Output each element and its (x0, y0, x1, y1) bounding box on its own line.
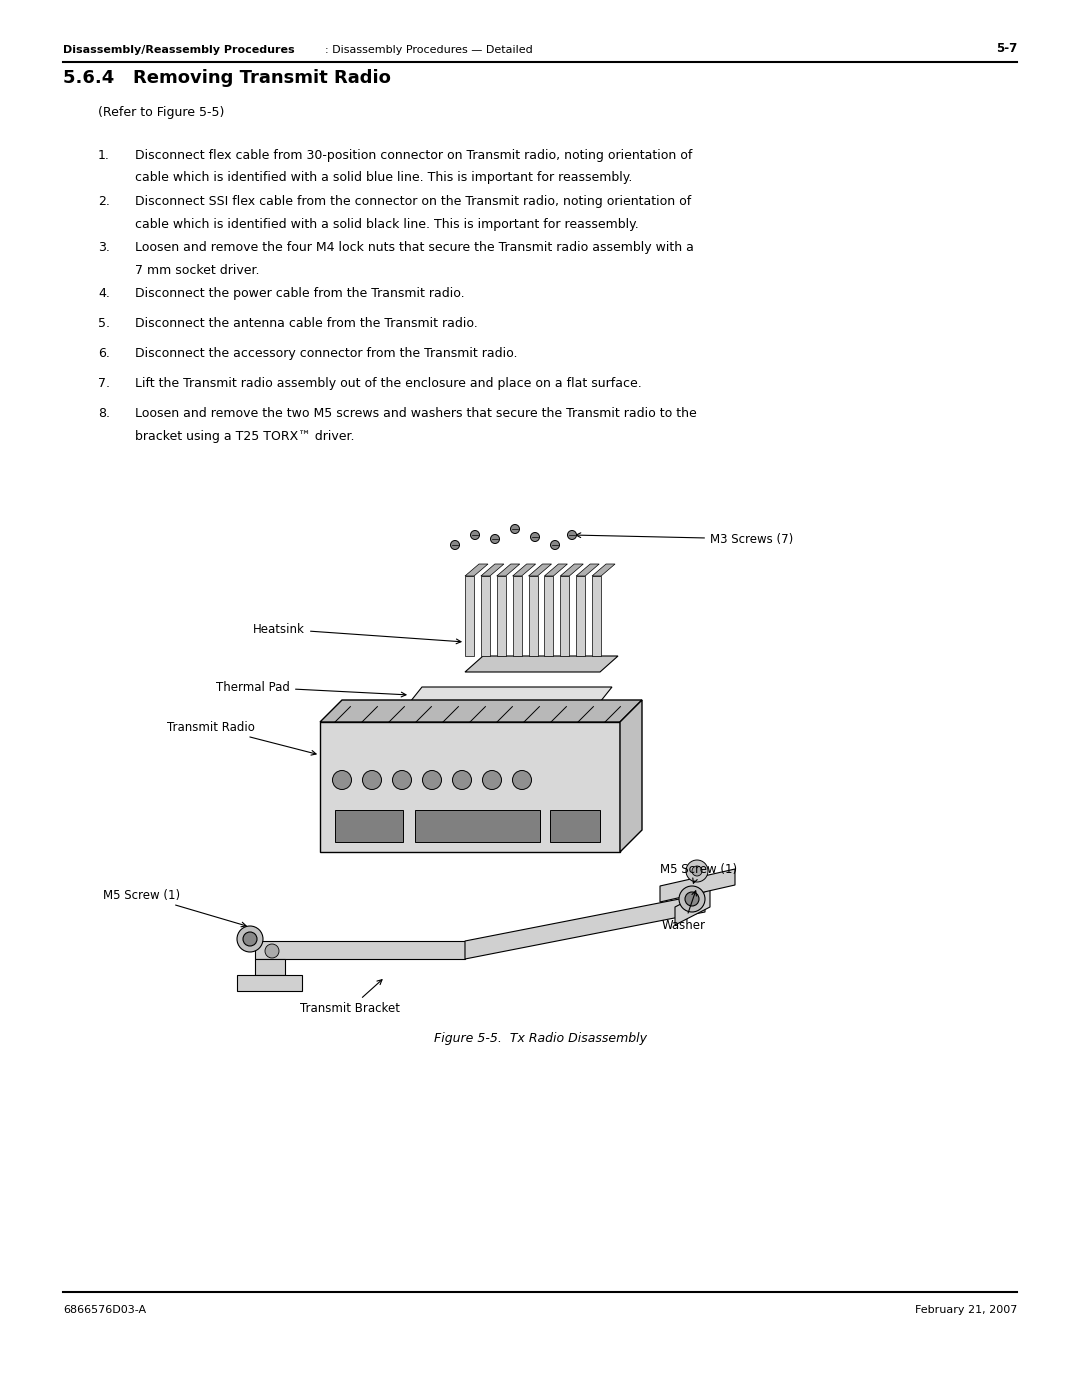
Polygon shape (513, 564, 536, 576)
Circle shape (490, 535, 499, 543)
Circle shape (567, 531, 577, 539)
Text: 4.: 4. (98, 286, 110, 300)
Circle shape (265, 944, 279, 958)
Polygon shape (544, 576, 553, 657)
Text: Disconnect flex cable from 30-position connector on Transmit radio, noting orien: Disconnect flex cable from 30-position c… (135, 149, 692, 162)
Text: 7.: 7. (98, 377, 110, 390)
Text: 6866576D03-A: 6866576D03-A (63, 1305, 146, 1315)
Text: 7 mm socket driver.: 7 mm socket driver. (135, 264, 259, 277)
Circle shape (243, 932, 257, 946)
Text: M3 Screws (7): M3 Screws (7) (576, 532, 793, 545)
Text: Washer: Washer (662, 891, 706, 932)
Polygon shape (481, 564, 504, 576)
Text: Disconnect the accessory connector from the Transmit radio.: Disconnect the accessory connector from … (135, 346, 517, 360)
Circle shape (685, 893, 699, 907)
Text: Loosen and remove the two M5 screws and washers that secure the Transmit radio t: Loosen and remove the two M5 screws and … (135, 407, 697, 420)
Circle shape (363, 771, 381, 789)
Text: 1.: 1. (98, 149, 110, 162)
Polygon shape (561, 564, 583, 576)
Polygon shape (497, 564, 519, 576)
Polygon shape (255, 958, 285, 975)
Polygon shape (620, 700, 642, 852)
Circle shape (679, 886, 705, 912)
Bar (550, 810, 600, 842)
Text: Disassembly/Reassembly Procedures: Disassembly/Reassembly Procedures (63, 45, 295, 54)
Text: 5.: 5. (98, 317, 110, 330)
Text: Disconnect the antenna cable from the Transmit radio.: Disconnect the antenna cable from the Tr… (135, 317, 477, 330)
Circle shape (333, 771, 351, 789)
Text: Lift the Transmit radio assembly out of the enclosure and place on a flat surfac: Lift the Transmit radio assembly out of … (135, 377, 642, 390)
Bar (335, 810, 403, 842)
Circle shape (692, 866, 702, 876)
Text: M5 Screw (1): M5 Screw (1) (103, 888, 246, 926)
Polygon shape (592, 564, 615, 576)
Polygon shape (481, 576, 490, 657)
Text: February 21, 2007: February 21, 2007 (915, 1305, 1017, 1315)
Bar (237, 975, 302, 990)
Polygon shape (320, 722, 620, 852)
Bar (255, 942, 465, 958)
Text: 8.: 8. (98, 407, 110, 420)
Polygon shape (465, 564, 488, 576)
Text: (Refer to Figure 5-5): (Refer to Figure 5-5) (98, 106, 225, 119)
Text: Loosen and remove the four M4 lock nuts that secure the Transmit radio assembly : Loosen and remove the four M4 lock nuts … (135, 242, 693, 254)
Text: M5 Screw (1): M5 Screw (1) (660, 862, 738, 883)
Polygon shape (528, 576, 538, 657)
Circle shape (450, 541, 459, 549)
Text: 3.: 3. (98, 242, 110, 254)
Polygon shape (465, 576, 474, 657)
Text: Figure 5-5.  Tx Radio Disassembly: Figure 5-5. Tx Radio Disassembly (433, 1032, 647, 1045)
Text: Disconnect the power cable from the Transmit radio.: Disconnect the power cable from the Tran… (135, 286, 464, 300)
Circle shape (530, 532, 540, 542)
Circle shape (471, 531, 480, 539)
Text: Heatsink: Heatsink (253, 623, 461, 644)
Polygon shape (576, 564, 599, 576)
Polygon shape (320, 700, 642, 722)
Circle shape (237, 926, 264, 951)
Text: cable which is identified with a solid blue line. This is important for reassemb: cable which is identified with a solid b… (135, 172, 633, 184)
Circle shape (422, 771, 442, 789)
Polygon shape (410, 687, 612, 703)
Text: Transmit Radio: Transmit Radio (167, 721, 316, 756)
Polygon shape (576, 576, 585, 657)
Bar (415, 810, 540, 842)
Polygon shape (465, 894, 705, 958)
Circle shape (483, 771, 501, 789)
Polygon shape (497, 576, 505, 657)
Text: Disconnect SSI flex cable from the connector on the Transmit radio, noting orien: Disconnect SSI flex cable from the conne… (135, 196, 691, 208)
Circle shape (551, 541, 559, 549)
Polygon shape (528, 564, 552, 576)
Text: 2.: 2. (98, 196, 110, 208)
Polygon shape (660, 869, 735, 902)
Polygon shape (544, 564, 567, 576)
Text: 5-7: 5-7 (996, 42, 1017, 54)
Text: bracket using a T25 TORX™ driver.: bracket using a T25 TORX™ driver. (135, 429, 354, 443)
Text: : Disassembly Procedures — Detailed: : Disassembly Procedures — Detailed (325, 45, 532, 54)
Polygon shape (592, 576, 602, 657)
Text: Transmit Bracket: Transmit Bracket (300, 979, 400, 1016)
Circle shape (686, 861, 708, 882)
Text: cable which is identified with a solid black line. This is important for reassem: cable which is identified with a solid b… (135, 218, 638, 231)
Circle shape (392, 771, 411, 789)
Circle shape (513, 771, 531, 789)
Polygon shape (561, 576, 569, 657)
Text: Thermal Pad: Thermal Pad (216, 680, 406, 697)
Text: 6.: 6. (98, 346, 110, 360)
Polygon shape (675, 888, 710, 925)
Text: 5.6.4   Removing Transmit Radio: 5.6.4 Removing Transmit Radio (63, 68, 391, 87)
Circle shape (453, 771, 472, 789)
Circle shape (511, 524, 519, 534)
Polygon shape (513, 576, 522, 657)
Polygon shape (465, 657, 618, 672)
